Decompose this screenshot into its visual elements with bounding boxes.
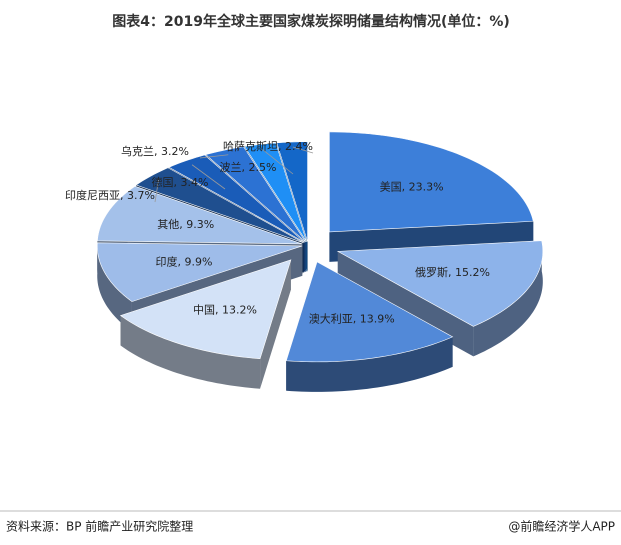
data-label: 乌克兰, 3.2% xyxy=(121,144,189,158)
slice xyxy=(135,167,304,244)
slice xyxy=(96,242,303,302)
data-label: 印度尼西亚, 3.7% xyxy=(65,188,155,202)
data-label: 德国, 3.4% xyxy=(152,175,209,189)
slice xyxy=(168,154,305,243)
slice xyxy=(244,142,307,242)
slice xyxy=(329,131,534,233)
slice xyxy=(336,240,544,327)
leader-line xyxy=(154,179,160,203)
slice xyxy=(205,146,306,243)
slice xyxy=(285,261,454,363)
slice xyxy=(119,259,292,360)
data-label: 哈萨克斯坦, 2.4% xyxy=(223,139,313,153)
leader-line xyxy=(199,154,229,159)
leader-line xyxy=(292,146,314,154)
data-label: 中国, 13.2% xyxy=(193,304,257,317)
data-label: 俄罗斯, 15.2% xyxy=(415,266,490,279)
slice-wall xyxy=(120,315,261,389)
leader-line xyxy=(262,148,294,175)
data-label: 澳大利亚, 13.9% xyxy=(309,311,395,325)
labels: 美国, 23.3% 俄罗斯, 15.2% 澳大利亚, 13.9% 中国, 13.2% 印… xyxy=(65,139,490,325)
slice-wall xyxy=(97,242,132,332)
slice-wall xyxy=(286,336,453,392)
chart-title: 图表4：2019年全球主要国家煤炭探明储量结构情况(单位：%) xyxy=(112,13,510,30)
pie xyxy=(96,131,544,392)
slice-wall xyxy=(473,240,543,357)
source: 资料来源：BP 前瞻产业研究院整理 xyxy=(6,519,193,534)
data-label: 美国, 23.3% xyxy=(380,180,444,193)
data-label: 印度, 9.9% xyxy=(156,254,213,268)
brand: @前瞻经济学人APP xyxy=(508,519,615,534)
leader-line xyxy=(191,164,226,190)
data-label: 波兰, 2.5% xyxy=(220,161,277,174)
data-label: 其他, 9.3% xyxy=(157,218,214,231)
slice xyxy=(97,185,303,245)
